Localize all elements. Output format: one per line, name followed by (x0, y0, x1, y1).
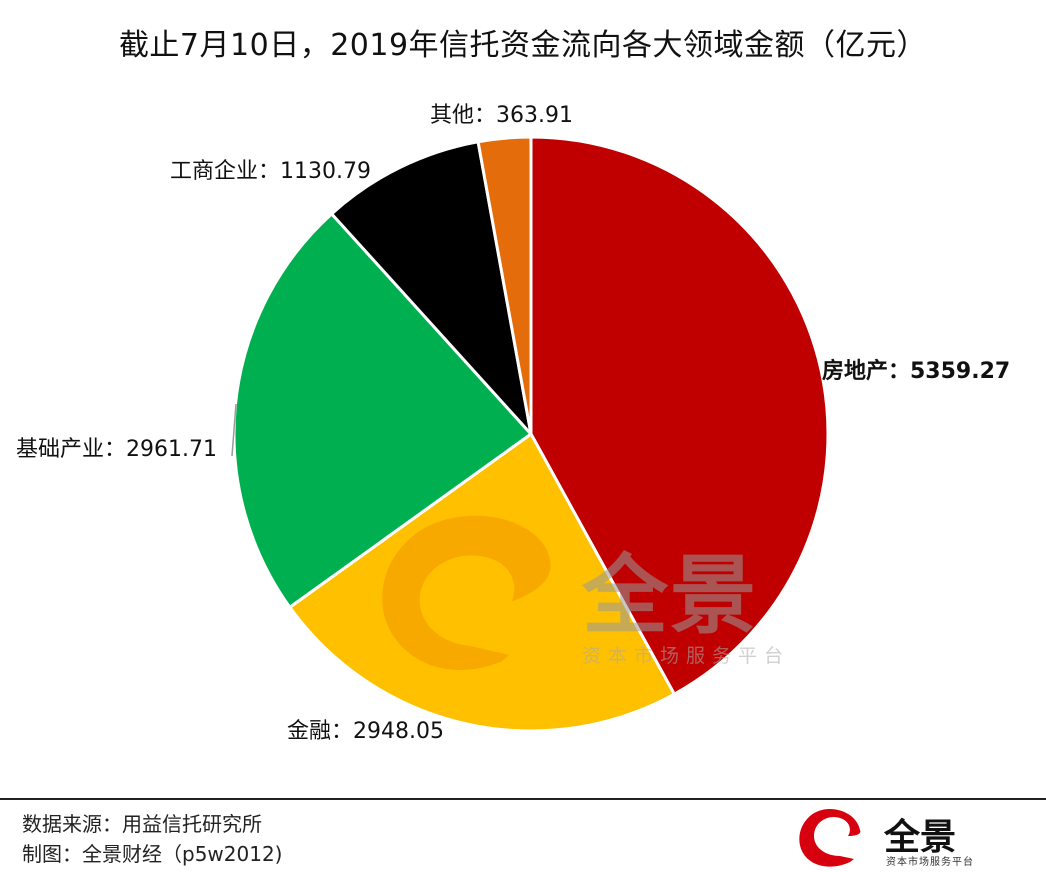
watermark-name: 全景 (581, 546, 758, 646)
slice-label-4: 工商企业：1130.79 (170, 159, 371, 184)
pie-chart: 全景 资本市场服务平台 房地产：5359.27 金融：2948.05 基础产业：29… (16, 103, 1010, 744)
pie-labels: 房地产：5359.27 金融：2948.05 基础产业：2961.71 工商企业：11… (16, 103, 1010, 744)
data-source: 数据来源：用益信托研究所 (22, 812, 262, 836)
pie-slice-3 (232, 212, 533, 609)
footer-divider (0, 798, 1046, 800)
chart-credit: 制图：全景财经（p5w2012) (22, 842, 283, 866)
brand-tagline: 资本市场服务平台 (886, 857, 974, 868)
brand-name: 全景 (884, 817, 957, 858)
leader-line (231, 403, 237, 457)
watermark: 全景 资本市场服务平台 (382, 515, 790, 670)
pie-slices (232, 135, 830, 733)
watermark-logo-icon (382, 515, 551, 670)
pie-slice-2 (288, 432, 676, 733)
chart-title: 截止7月10日，2019年信托资金流向各大领域金额（亿元） (118, 28, 928, 63)
brand-logo-icon (799, 808, 861, 867)
slice-label-5: 其他：363.91 (430, 103, 573, 128)
watermark-tagline: 资本市场服务平台 (582, 645, 790, 667)
slice-label-1: 房地产：5359.27 (822, 358, 1010, 384)
pie-slice-5 (476, 135, 533, 436)
slice-label-2: 金融：2948.05 (287, 719, 444, 744)
pie-slice-1 (529, 135, 830, 696)
slice-label-3: 基础产业：2961.71 (16, 437, 217, 462)
pie-slice-4 (330, 140, 533, 436)
